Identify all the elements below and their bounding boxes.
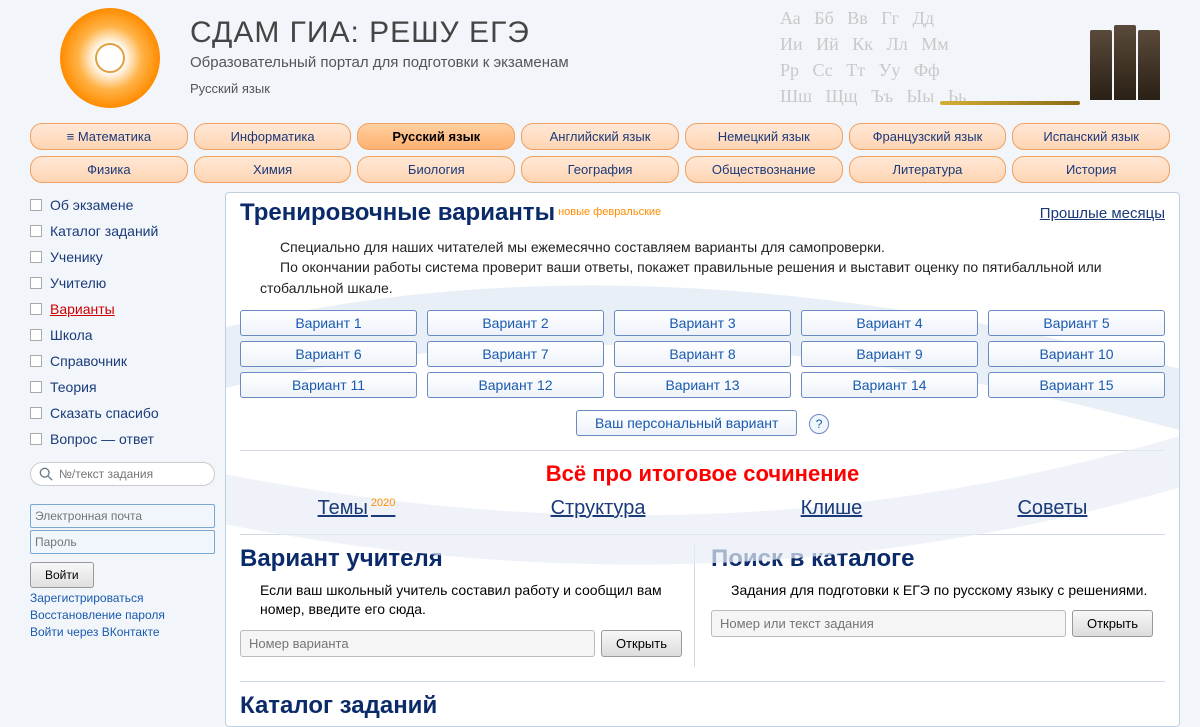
nav-французский-язык[interactable]: Французский язык — [849, 123, 1007, 150]
catalog-heading: Поиск в каталоге — [711, 545, 915, 572]
sidebar-item-сказать-спасибо[interactable]: Сказать спасибо — [30, 400, 215, 426]
nav-английский-язык[interactable]: Английский язык — [521, 123, 679, 150]
page-header: СДАМ ГИА: РЕШУ ЕГЭ Образовательный порта… — [0, 0, 1200, 120]
main-content: Прошлые месяцы Тренировочные вариантынов… — [225, 192, 1180, 727]
nav-литература[interactable]: Литература — [849, 156, 1007, 183]
variant-button[interactable]: Вариант 1 — [240, 310, 417, 336]
variant-button[interactable]: Вариант 9 — [801, 341, 978, 367]
variant-button[interactable]: Вариант 10 — [988, 341, 1165, 367]
checkbox-icon — [30, 407, 42, 419]
search-icon — [39, 467, 53, 481]
sidebar-item-каталог-заданий[interactable]: Каталог заданий — [30, 218, 215, 244]
checkbox-icon — [30, 251, 42, 263]
variant-button[interactable]: Вариант 11 — [240, 372, 417, 398]
password-field[interactable] — [30, 530, 215, 554]
login-link[interactable]: Восстановление пароля — [30, 608, 215, 622]
sidebar: Об экзаменеКаталог заданийУченикуУчителю… — [30, 192, 215, 727]
variant-button[interactable]: Вариант 12 — [427, 372, 604, 398]
catalog-tasks-heading: Каталог заданий — [240, 692, 437, 719]
login-form: Войти Зарегистрироваться Восстановление п… — [30, 504, 215, 639]
sidebar-item-варианты[interactable]: Варианты — [30, 296, 215, 322]
checkbox-icon — [30, 277, 42, 289]
sidebar-item-вопрос-—-ответ[interactable]: Вопрос — ответ — [30, 426, 215, 452]
task-search[interactable] — [30, 462, 215, 486]
sidebar-item-учителю[interactable]: Учителю — [30, 270, 215, 296]
personal-variant-button[interactable]: Ваш персональный вариант — [576, 410, 797, 436]
essay-link-клише[interactable]: Клише — [801, 497, 863, 520]
nav-биология[interactable]: Биология — [357, 156, 515, 183]
intro-1: Специально для наших читателей мы ежемес… — [260, 237, 1165, 257]
nav-русский-язык[interactable]: Русский язык — [357, 123, 515, 150]
header-decoration: Аа Бб Вв Гг Дд Ии Ий Кк Лл Мм Рр Сс Тт У… — [780, 5, 1180, 115]
nav-немецкий-язык[interactable]: Немецкий язык — [685, 123, 843, 150]
essay-heading: Всё про итоговое сочинение — [240, 461, 1165, 487]
nav-химия[interactable]: Химия — [194, 156, 352, 183]
checkbox-icon — [30, 381, 42, 393]
variant-button[interactable]: Вариант 7 — [427, 341, 604, 367]
sidebar-item-об-экзамене[interactable]: Об экзамене — [30, 192, 215, 218]
sidebar-item-справочник[interactable]: Справочник — [30, 348, 215, 374]
variant-button[interactable]: Вариант 4 — [801, 310, 978, 336]
essay-link-темы[interactable]: Темы2020 — [318, 497, 396, 520]
past-months-link[interactable]: Прошлые месяцы — [1040, 205, 1165, 222]
help-icon[interactable]: ? — [809, 414, 829, 434]
variant-button[interactable]: Вариант 5 — [988, 310, 1165, 336]
sidebar-item-школа[interactable]: Школа — [30, 322, 215, 348]
nav-география[interactable]: География — [521, 156, 679, 183]
checkbox-icon — [30, 225, 42, 237]
training-heading: Тренировочные варианты — [240, 199, 555, 226]
variant-button[interactable]: Вариант 6 — [240, 341, 417, 367]
sidebar-item-ученику[interactable]: Ученику — [30, 244, 215, 270]
catalog-text: Задания для подготовки к ЕГЭ по русскому… — [731, 581, 1153, 601]
login-link[interactable]: Войти через ВКонтакте — [30, 625, 215, 639]
essay-link-советы[interactable]: Советы — [1017, 497, 1087, 520]
nav-row-1: ≡ МатематикаИнформатикаРусский языкАнгли… — [0, 120, 1200, 153]
teacher-variant-input[interactable] — [240, 630, 595, 657]
variant-grid: Вариант 1 Вариант 2 Вариант 3 Вариант 4 Вари… — [240, 310, 1165, 398]
sidebar-item-теория[interactable]: Теория — [30, 374, 215, 400]
training-sup: новые февральские — [558, 206, 661, 218]
catalog-search-input[interactable] — [711, 610, 1066, 637]
nav-≡-математика[interactable]: ≡ Математика — [30, 123, 188, 150]
login-link[interactable]: Зарегистрироваться — [30, 591, 215, 605]
variant-button[interactable]: Вариант 8 — [614, 341, 791, 367]
teacher-heading: Вариант учителя — [240, 545, 443, 572]
checkbox-icon — [30, 199, 42, 211]
checkbox-icon — [30, 355, 42, 367]
variant-button[interactable]: Вариант 14 — [801, 372, 978, 398]
task-search-input[interactable] — [59, 467, 206, 481]
nav-обществознание[interactable]: Обществознание — [685, 156, 843, 183]
nav-испанский-язык[interactable]: Испанский язык — [1012, 123, 1170, 150]
nav-физика[interactable]: Физика — [30, 156, 188, 183]
variant-button[interactable]: Вариант 15 — [988, 372, 1165, 398]
intro-2: По окончании работы система проверит ваш… — [260, 257, 1165, 298]
nav-информатика[interactable]: Информатика — [194, 123, 352, 150]
nav-история[interactable]: История — [1012, 156, 1170, 183]
catalog-open-button[interactable]: Открыть — [1072, 610, 1153, 637]
email-field[interactable] — [30, 504, 215, 528]
variant-button[interactable]: Вариант 13 — [614, 372, 791, 398]
variant-button[interactable]: Вариант 2 — [427, 310, 604, 336]
checkbox-icon — [30, 303, 42, 315]
variant-button[interactable]: Вариант 3 — [614, 310, 791, 336]
teacher-open-button[interactable]: Открыть — [601, 630, 682, 657]
essay-link-структура[interactable]: Структура — [551, 497, 646, 520]
nav-row-2: ФизикаХимияБиологияГеографияОбществознан… — [0, 153, 1200, 186]
checkbox-icon — [30, 433, 42, 445]
checkbox-icon — [30, 329, 42, 341]
login-button[interactable]: Войти — [30, 562, 94, 588]
teacher-text: Если ваш школьный учитель составил работ… — [260, 581, 682, 620]
essay-links: Темы2020 Структура Клише Советы — [240, 497, 1165, 520]
site-logo[interactable] — [60, 8, 160, 108]
